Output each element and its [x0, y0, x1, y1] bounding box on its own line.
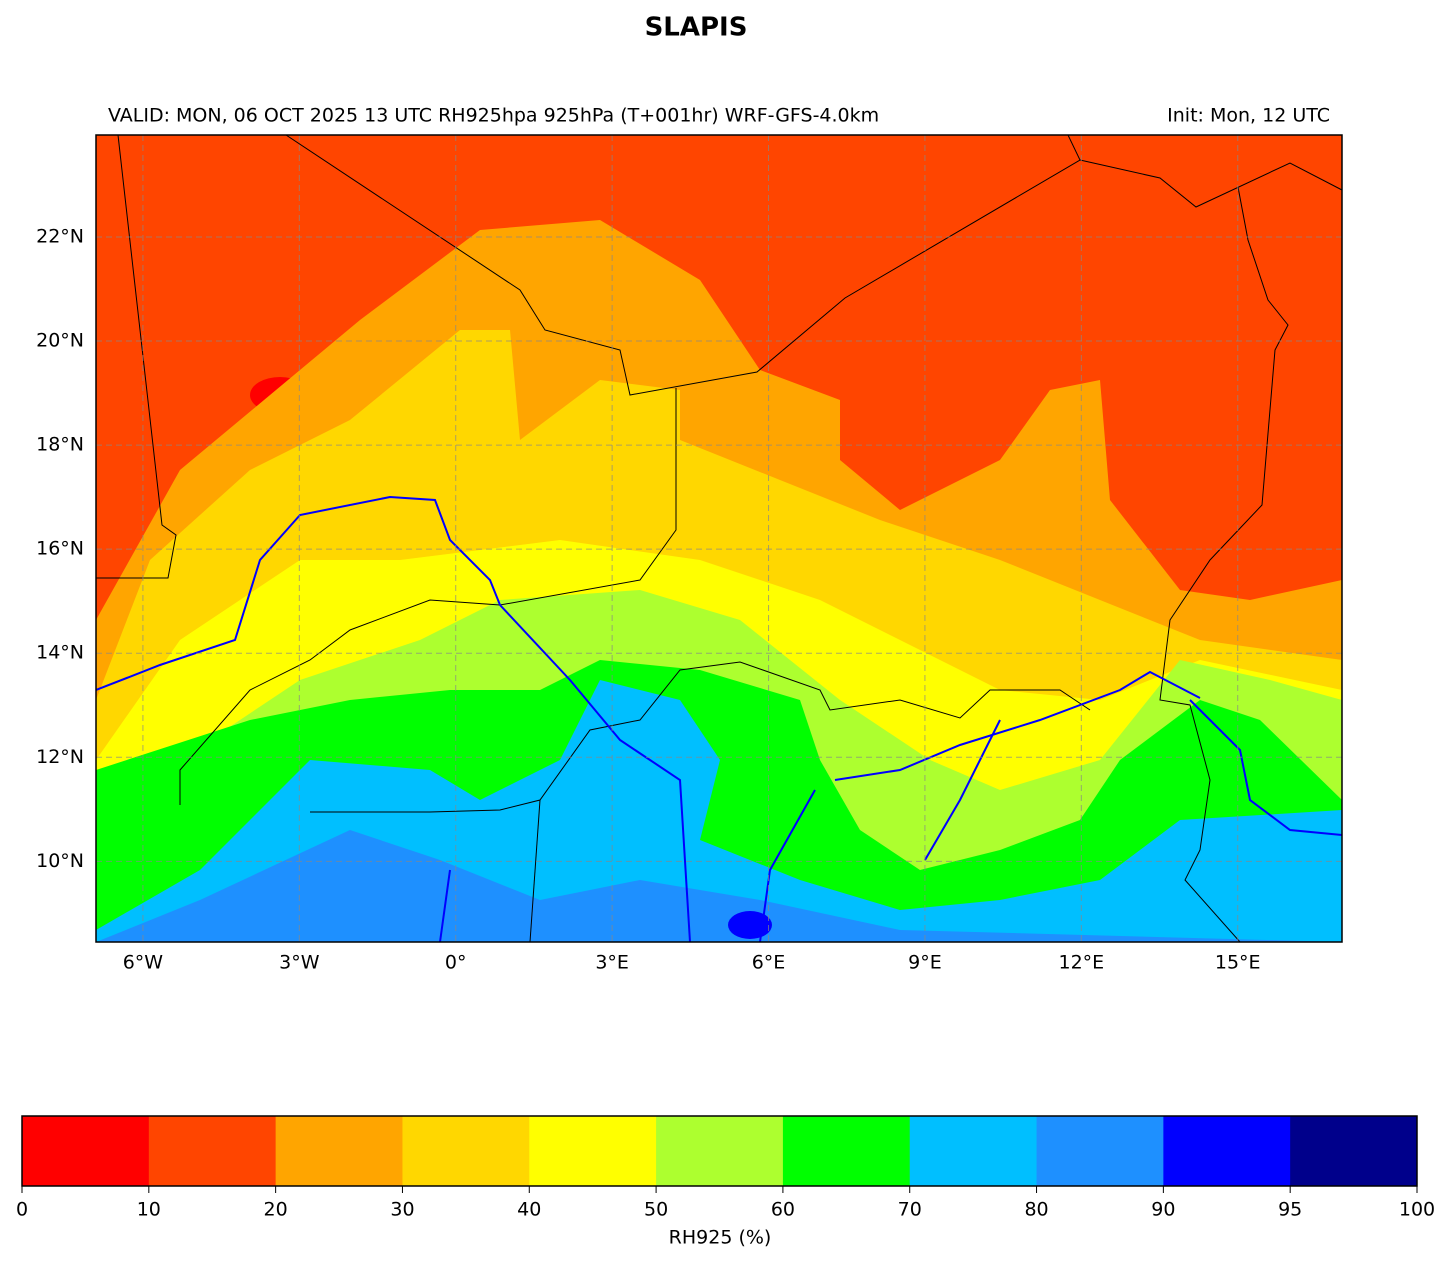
lat-tick-label: 20°N: [36, 330, 84, 352]
colorbar-tick-label: 95: [1278, 1199, 1302, 1221]
title: SLAPIS: [645, 13, 748, 43]
lon-tick-label: 0°: [445, 952, 467, 974]
colorbar-tick-label: 70: [898, 1199, 922, 1221]
colorbar-tick-label: 10: [137, 1199, 161, 1221]
rh-band: [728, 911, 772, 939]
lat-tick-label: 14°N: [36, 642, 84, 664]
lon-tick-label: 3°W: [279, 952, 320, 974]
colorbar-swatch: [402, 1116, 530, 1186]
colorbar-tick-label: 0: [16, 1199, 28, 1221]
lon-tick-label: 6°E: [752, 952, 786, 974]
lat-tick-label: 10°N: [36, 850, 84, 872]
colorbar-label: RH925 (%): [669, 1227, 772, 1249]
colorbar-tick-label: 60: [771, 1199, 795, 1221]
colorbar-swatch: [529, 1116, 657, 1186]
borders: [96, 135, 1342, 942]
lat-tick-label: 16°N: [36, 538, 84, 560]
lat-tick-label: 18°N: [36, 434, 84, 456]
colorbar-swatch: [909, 1116, 1038, 1186]
colorbar-tick-label: 90: [1151, 1199, 1175, 1221]
graticule: 6°W 3°W 0° 3°E 6°E 9°E 12°E 15°E 10°N 12°N 14°N 16°…: [36, 135, 1342, 974]
colorbar-swatch: [1163, 1116, 1291, 1186]
rh-band: [96, 830, 1342, 942]
colorbar-tick-label: 40: [517, 1199, 541, 1221]
lat-tick-label: 12°N: [36, 746, 84, 768]
colorbar-swatch: [1290, 1116, 1418, 1186]
colorbar-tick-label: 80: [1024, 1199, 1048, 1221]
lat-tick-label: 22°N: [36, 225, 84, 247]
colorbar-swatch: [22, 1116, 150, 1186]
colorbar-tick-label: 30: [390, 1199, 414, 1221]
colorbar: 0 10 20 30 40 50 60 70 80 90 95 100: [16, 1115, 1435, 1221]
colorbar-frame: [21, 1115, 1418, 1187]
map-frame: [95, 134, 1343, 943]
subtitle-left: VALID: MON, 06 OCT 2025 13 UTC RH925hpa …: [108, 105, 879, 127]
colorbar-swatch: [148, 1116, 277, 1186]
colorbar-swatch: [1036, 1116, 1164, 1186]
lon-tick-label: 3°E: [595, 952, 629, 974]
subtitle-right: Init: Mon, 12 UTC: [1167, 105, 1330, 127]
lon-tick-label: 6°W: [123, 952, 164, 974]
colorbar-tick-label: 50: [644, 1199, 668, 1221]
colorbar-swatch: [275, 1116, 403, 1186]
colorbar-swatch: [656, 1116, 784, 1186]
colorbar-tick-label: 20: [264, 1199, 288, 1221]
colorbar-swatch: [782, 1116, 911, 1186]
rh-field: [96, 135, 1342, 942]
colorbar-tick-label: 100: [1399, 1199, 1435, 1221]
lon-tick-label: 9°E: [908, 952, 942, 974]
lon-tick-label: 12°E: [1058, 952, 1104, 974]
lon-tick-label: 15°E: [1215, 952, 1261, 974]
